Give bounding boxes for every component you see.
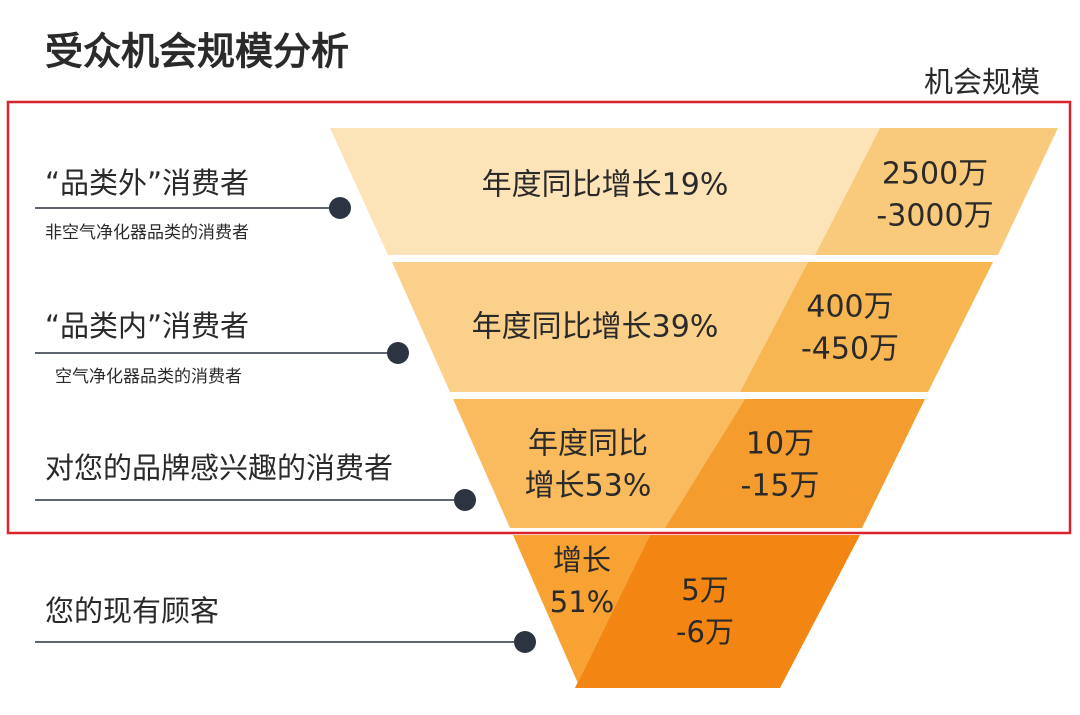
size-text: -450万 bbox=[801, 332, 899, 367]
segment-sublabel: 空气净化器品类的消费者 bbox=[55, 367, 242, 387]
size-text: 10万 bbox=[746, 427, 814, 462]
size-text: -6万 bbox=[676, 615, 734, 649]
column-header: 机会规模 bbox=[924, 65, 1040, 99]
segment-label: “品类外”消费者 bbox=[45, 166, 249, 200]
leader-dot bbox=[329, 197, 351, 219]
growth-text: 增长53% bbox=[525, 469, 652, 504]
growth-text: 年度同比增长19% bbox=[482, 168, 729, 203]
title: 受众机会规模分析 bbox=[45, 30, 349, 74]
segment-sublabel: 非空气净化器品类的消费者 bbox=[45, 223, 249, 243]
growth-text: 增长 bbox=[553, 543, 611, 577]
size-text: -15万 bbox=[741, 469, 820, 504]
segment-label: “品类内”消费者 bbox=[45, 309, 249, 343]
size-text: 5万 bbox=[681, 573, 728, 607]
segment-label: 您的现有顾客 bbox=[45, 594, 219, 628]
funnel-right bbox=[665, 399, 925, 528]
leader-dot bbox=[514, 631, 536, 653]
funnel-left bbox=[513, 535, 650, 688]
leader-dot bbox=[454, 489, 476, 511]
funnel-right bbox=[740, 262, 993, 392]
funnel-right bbox=[575, 535, 860, 688]
size-text: 400万 bbox=[806, 290, 893, 325]
growth-text: 年度同比 bbox=[528, 427, 648, 462]
highlight-box bbox=[6, 100, 1072, 535]
funnel-left bbox=[392, 262, 808, 392]
size-text: 2500万 bbox=[882, 157, 988, 192]
funnel-left bbox=[453, 399, 745, 528]
growth-text: 51% bbox=[550, 585, 614, 619]
leader-dot bbox=[387, 342, 409, 364]
funnel-left bbox=[330, 128, 880, 255]
size-text: -3000万 bbox=[876, 199, 993, 234]
segment-label: 对您的品牌感兴趣的消费者 bbox=[45, 451, 393, 485]
funnel-right bbox=[815, 128, 1058, 255]
growth-text: 年度同比增长39% bbox=[472, 310, 719, 345]
